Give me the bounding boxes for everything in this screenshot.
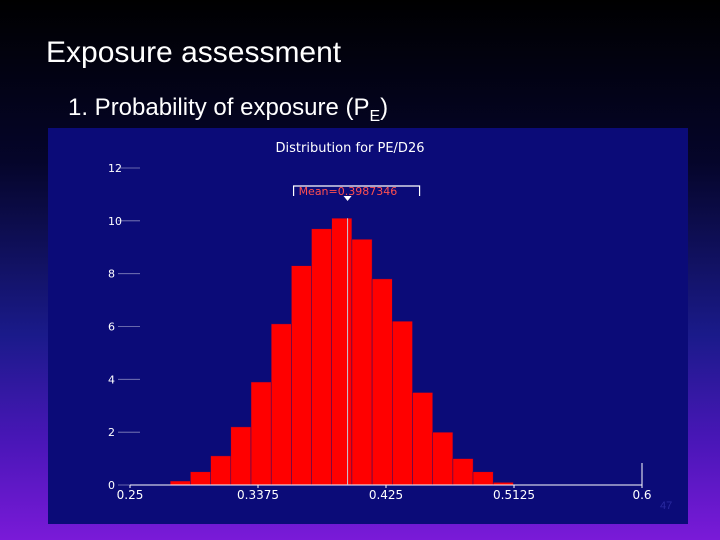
histogram-bar-3 xyxy=(230,426,252,486)
histogram-chart: Distribution for PE/D26 0.25 0.3375 0.425 0… xyxy=(108,141,652,502)
mean-label: Mean=0.3987346 xyxy=(299,185,398,198)
histogram-bar-11 xyxy=(392,320,413,486)
y-tick-label-2: 4 xyxy=(108,373,115,386)
histogram-bar-7 xyxy=(311,228,332,486)
y-tick-label-3: 6 xyxy=(108,321,115,334)
chart-title: Distribution for PE/D26 xyxy=(276,141,425,156)
page-number: 47 xyxy=(660,500,673,512)
x-tick-label-4: 0.6 xyxy=(632,488,651,502)
y-tick-label-5: 10 xyxy=(108,215,122,228)
histogram-bar-9 xyxy=(351,239,373,486)
histogram-bar-10 xyxy=(371,278,393,486)
slide-title: Exposure assessment xyxy=(46,36,342,69)
histogram-bar-1 xyxy=(190,471,211,486)
x-tick-label-3: 0.5125 xyxy=(493,488,535,502)
histogram-bar-4 xyxy=(250,381,272,486)
mean-arrow-icon xyxy=(343,196,352,201)
x-tick-label-1: 0.3375 xyxy=(237,488,279,502)
histogram-bar-15 xyxy=(472,471,494,486)
chart-panel: Distribution for PE/D26 0.25 0.3375 0.425 0… xyxy=(48,128,688,524)
y-tick-label-0: 0 xyxy=(108,479,115,492)
y-tick-label-4: 8 xyxy=(108,268,115,281)
bullet-text: 1. Probability of exposure (P xyxy=(68,94,370,121)
mean-marker: Mean=0.3987346 xyxy=(292,185,421,485)
histogram-bar-6 xyxy=(291,265,312,486)
bullet-suffix: ) xyxy=(380,94,389,121)
histogram-bar-8 xyxy=(331,217,353,486)
bullet-subscript: E xyxy=(369,108,381,125)
y-tick-label-6: 12 xyxy=(108,162,122,175)
axis-layer: 0.25 0.3375 0.425 0.5125 0.6 0 2 4 6 8 10 12 xyxy=(108,162,652,502)
histogram-bar-0 xyxy=(169,480,191,486)
y-tick-label-1: 2 xyxy=(108,426,115,439)
histogram-bar-5 xyxy=(270,323,292,486)
histogram-bar-14 xyxy=(452,458,474,486)
bullet-point: 1. Probability of exposure (PE) xyxy=(68,94,388,126)
x-tick-label-2: 0.425 xyxy=(369,488,403,502)
histogram-bar-2 xyxy=(210,455,232,486)
histogram-bar-13 xyxy=(432,431,454,486)
mean-bracket xyxy=(292,185,421,196)
bars-layer xyxy=(169,217,514,486)
histogram-bar-12 xyxy=(412,392,433,486)
x-tick-label-0: 0.25 xyxy=(117,488,144,502)
